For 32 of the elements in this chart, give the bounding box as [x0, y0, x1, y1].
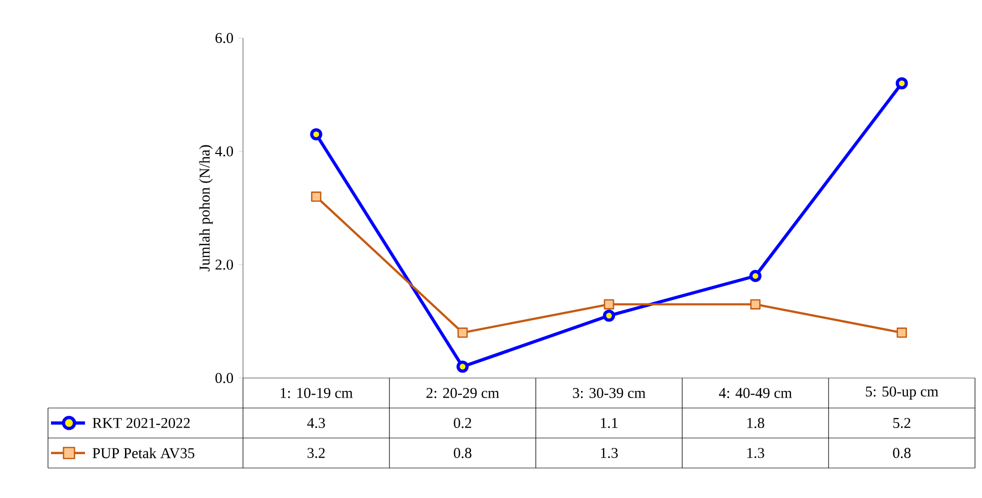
x-tick-label: 5: 50-up cm	[866, 386, 938, 400]
data-label: 1.3	[600, 448, 618, 458]
point	[311, 192, 322, 202]
point	[456, 360, 469, 373]
x-tick-label: 1: 10-19 cm	[280, 388, 353, 398]
x-tick-label: 4: 40-49 cm	[718, 388, 792, 398]
point	[750, 299, 761, 310]
data-label: 0.8	[893, 448, 911, 458]
data-label: 1.8	[747, 418, 764, 428]
legend-label: RKT 2021-2022	[92, 418, 190, 428]
x-tick-label: 2: 20-29 cm	[426, 388, 500, 398]
y-tick-label: 2.0	[216, 260, 233, 270]
y-tick-label: 0.0	[215, 372, 233, 384]
point	[896, 328, 907, 338]
y-axis-title: Jumlah pohon (N/ha)	[199, 145, 213, 272]
data-label: 4.3	[307, 418, 325, 428]
data-label: 0.8	[454, 448, 472, 458]
y-tick-label: 4.0	[215, 146, 233, 156]
point	[749, 270, 762, 282]
legend-label: PUP Petak AV35	[92, 448, 194, 458]
point	[457, 328, 468, 338]
data-label: 1.3	[747, 448, 764, 458]
data-label: 1.1	[600, 418, 618, 428]
point	[896, 77, 908, 90]
point	[604, 299, 614, 310]
point	[602, 310, 616, 322]
x-tick-label: 3: 30-39 cm	[572, 388, 646, 398]
point	[310, 128, 322, 140]
y-tick-label: 6.0	[216, 32, 233, 44]
data-label: 0.2	[454, 418, 472, 428]
data-label: 3.2	[308, 448, 325, 458]
data-label: 5.2	[893, 418, 910, 428]
